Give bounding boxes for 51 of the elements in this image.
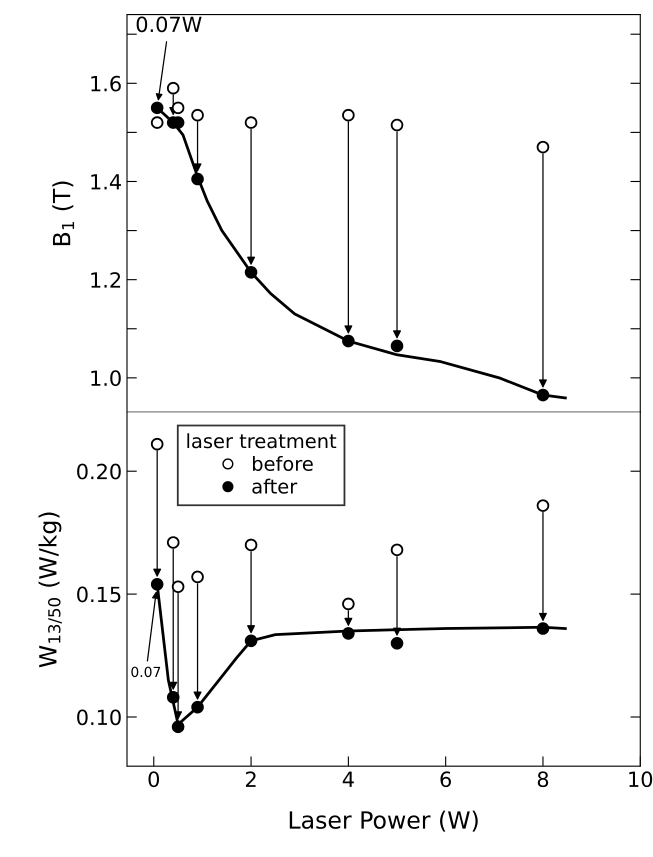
point: [390, 340, 404, 352]
point: [536, 388, 550, 402]
legend-label: before: [252, 456, 313, 472]
y-tick-label: 1.6: [91, 76, 121, 92]
point: [244, 266, 258, 279]
point: [166, 691, 180, 704]
point: [172, 580, 184, 594]
y-tick-label: 0.15: [77, 586, 120, 602]
legend-title: laser treatment: [187, 433, 336, 448]
y-tick-label: 1.0: [91, 370, 121, 386]
y-tick-label: 1.2: [91, 272, 120, 288]
point: [342, 334, 355, 348]
x-axis-title: Laser Power (W): [290, 810, 478, 832]
point: [244, 538, 258, 552]
x-tick-label: 2: [246, 771, 256, 787]
point: [191, 108, 204, 122]
y-axis-title: W$_{13/50}$ (W/kg): [38, 512, 62, 668]
point: [342, 627, 355, 640]
x-tick-label: 10: [629, 771, 652, 788]
x-tick-label: 6: [440, 771, 451, 788]
y-axis-title: B$_{1}$ (T): [52, 181, 74, 246]
point: [536, 499, 550, 512]
point: [150, 102, 164, 114]
point: [166, 536, 180, 549]
point: [191, 570, 204, 584]
point: [536, 140, 550, 154]
point: [390, 118, 404, 132]
annotation: 0.07W: [136, 16, 202, 32]
point: [166, 82, 180, 94]
y-tick-label: 1.4: [91, 174, 121, 190]
point: [244, 116, 258, 129]
point: [342, 598, 355, 610]
point: [172, 102, 184, 114]
point: [536, 622, 550, 635]
point: [150, 116, 164, 129]
point: [390, 544, 404, 556]
point: [150, 578, 164, 591]
x-tick-label: 8: [538, 771, 548, 788]
point: [150, 438, 164, 450]
point: [244, 634, 258, 648]
x-tick-label: 4: [342, 772, 354, 787]
legend-label: after: [252, 478, 298, 494]
point: [390, 636, 404, 650]
point: [342, 108, 355, 122]
y-tick-label: 0.20: [77, 464, 121, 480]
annotation: 0.07: [131, 666, 160, 678]
y-tick-label: 0.10: [77, 709, 121, 726]
x-tick-label: 0: [148, 771, 160, 788]
point: [172, 720, 184, 734]
point: [191, 172, 204, 186]
point: [191, 700, 204, 714]
